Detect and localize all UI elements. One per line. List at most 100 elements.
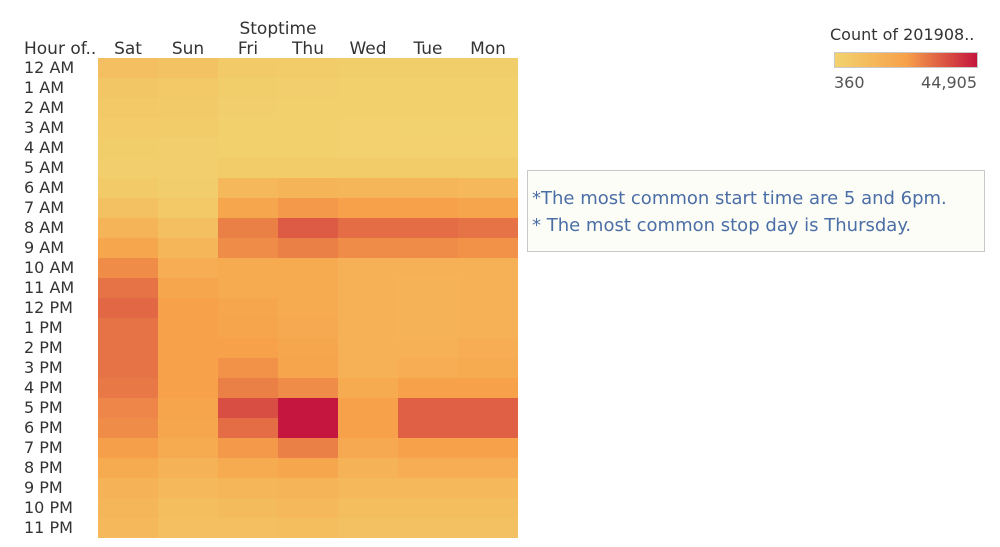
heatmap-cell[interactable] xyxy=(278,338,338,358)
heatmap-cell[interactable] xyxy=(338,118,398,138)
heatmap-cell[interactable] xyxy=(338,78,398,98)
heatmap-cell[interactable] xyxy=(278,478,338,498)
heatmap-cell[interactable] xyxy=(218,258,278,278)
heatmap-cell[interactable] xyxy=(98,458,158,478)
heatmap-cell[interactable] xyxy=(158,438,218,458)
heatmap-cell[interactable] xyxy=(278,298,338,318)
heatmap-cell[interactable] xyxy=(218,438,278,458)
heatmap-cell[interactable] xyxy=(398,178,458,198)
heatmap-cell[interactable] xyxy=(158,358,218,378)
heatmap-cell[interactable] xyxy=(98,98,158,118)
heatmap-cell[interactable] xyxy=(158,318,218,338)
heatmap-cell[interactable] xyxy=(338,138,398,158)
heatmap-cell[interactable] xyxy=(158,78,218,98)
heatmap-cell[interactable] xyxy=(218,498,278,518)
heatmap-cell[interactable] xyxy=(98,478,158,498)
heatmap-cell[interactable] xyxy=(278,358,338,378)
heatmap-cell[interactable] xyxy=(458,58,518,78)
heatmap-cell[interactable] xyxy=(158,378,218,398)
heatmap-cell[interactable] xyxy=(158,198,218,218)
heatmap-cell[interactable] xyxy=(338,498,398,518)
heatmap-cell[interactable] xyxy=(218,78,278,98)
heatmap-cell[interactable] xyxy=(278,178,338,198)
heatmap-cell[interactable] xyxy=(338,258,398,278)
heatmap-cell[interactable] xyxy=(398,58,458,78)
heatmap-cell[interactable] xyxy=(98,178,158,198)
heatmap-cell[interactable] xyxy=(278,458,338,478)
heatmap-cell[interactable] xyxy=(218,338,278,358)
heatmap-cell[interactable] xyxy=(398,238,458,258)
heatmap-cell[interactable] xyxy=(98,118,158,138)
heatmap-cell[interactable] xyxy=(458,258,518,278)
heatmap-cell[interactable] xyxy=(98,418,158,438)
heatmap-cell[interactable] xyxy=(98,258,158,278)
heatmap-cell[interactable] xyxy=(458,138,518,158)
heatmap-cell[interactable] xyxy=(458,158,518,178)
heatmap-cell[interactable] xyxy=(98,278,158,298)
heatmap-cell[interactable] xyxy=(98,498,158,518)
heatmap-cell[interactable] xyxy=(458,238,518,258)
heatmap-cell[interactable] xyxy=(218,358,278,378)
heatmap-cell[interactable] xyxy=(98,378,158,398)
heatmap-cell[interactable] xyxy=(98,338,158,358)
heatmap-cell[interactable] xyxy=(398,338,458,358)
heatmap-cell[interactable] xyxy=(458,318,518,338)
heatmap-cell[interactable] xyxy=(218,178,278,198)
heatmap-cell[interactable] xyxy=(338,178,398,198)
heatmap-cell[interactable] xyxy=(338,438,398,458)
heatmap-cell[interactable] xyxy=(158,498,218,518)
heatmap-cell[interactable] xyxy=(278,78,338,98)
heatmap-cell[interactable] xyxy=(398,198,458,218)
heatmap-cell[interactable] xyxy=(98,138,158,158)
heatmap-cell[interactable] xyxy=(278,198,338,218)
heatmap-cell[interactable] xyxy=(158,58,218,78)
heatmap-cell[interactable] xyxy=(278,498,338,518)
heatmap-cell[interactable] xyxy=(458,358,518,378)
heatmap-cell[interactable] xyxy=(218,378,278,398)
heatmap-cell[interactable] xyxy=(338,378,398,398)
heatmap-cell[interactable] xyxy=(218,298,278,318)
heatmap-cell[interactable] xyxy=(338,238,398,258)
heatmap-cell[interactable] xyxy=(398,298,458,318)
heatmap-cell[interactable] xyxy=(158,298,218,318)
heatmap-cell[interactable] xyxy=(458,218,518,238)
heatmap-cell[interactable] xyxy=(458,78,518,98)
heatmap-cell[interactable] xyxy=(278,218,338,238)
heatmap-cell[interactable] xyxy=(338,218,398,238)
heatmap-cell[interactable] xyxy=(338,358,398,378)
heatmap-cell[interactable] xyxy=(338,458,398,478)
heatmap-cell[interactable] xyxy=(158,478,218,498)
heatmap-cell[interactable] xyxy=(458,478,518,498)
heatmap-cell[interactable] xyxy=(218,318,278,338)
heatmap-cell[interactable] xyxy=(158,238,218,258)
heatmap-cell[interactable] xyxy=(158,338,218,358)
heatmap-cell[interactable] xyxy=(338,478,398,498)
heatmap-cell[interactable] xyxy=(458,498,518,518)
heatmap-cell[interactable] xyxy=(98,358,158,378)
heatmap-cell[interactable] xyxy=(218,58,278,78)
heatmap-cell[interactable] xyxy=(278,438,338,458)
heatmap-cell[interactable] xyxy=(278,518,338,538)
heatmap-cell[interactable] xyxy=(158,218,218,238)
heatmap-cell[interactable] xyxy=(158,178,218,198)
heatmap-cell[interactable] xyxy=(398,398,458,418)
heatmap-cell[interactable] xyxy=(218,138,278,158)
heatmap-cell[interactable] xyxy=(458,398,518,418)
heatmap-cell[interactable] xyxy=(158,118,218,138)
heatmap-cell[interactable] xyxy=(458,98,518,118)
heatmap-cell[interactable] xyxy=(278,398,338,418)
heatmap-cell[interactable] xyxy=(338,338,398,358)
heatmap-cell[interactable] xyxy=(338,298,398,318)
heatmap-cell[interactable] xyxy=(218,398,278,418)
heatmap-cell[interactable] xyxy=(398,518,458,538)
heatmap-cell[interactable] xyxy=(98,78,158,98)
heatmap-cell[interactable] xyxy=(278,138,338,158)
heatmap-cell[interactable] xyxy=(218,478,278,498)
heatmap-cell[interactable] xyxy=(158,98,218,118)
heatmap-cell[interactable] xyxy=(98,198,158,218)
heatmap-cell[interactable] xyxy=(398,118,458,138)
heatmap-cell[interactable] xyxy=(398,278,458,298)
heatmap-cell[interactable] xyxy=(338,58,398,78)
heatmap-cell[interactable] xyxy=(278,238,338,258)
heatmap-cell[interactable] xyxy=(158,418,218,438)
